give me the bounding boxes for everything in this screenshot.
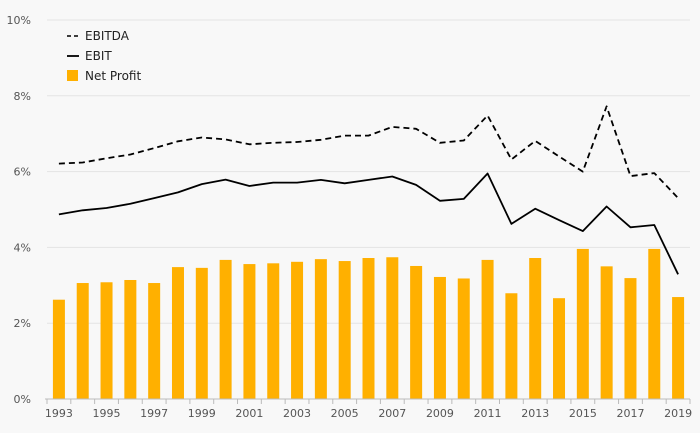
net-profit-bar	[576, 248, 589, 399]
legend-label-net-profit: Net Profit	[85, 69, 141, 83]
net-profit-bar	[76, 283, 89, 399]
net-profit-bar	[124, 279, 137, 399]
y-tick-label: 0%	[14, 393, 31, 406]
net-profit-bar	[100, 282, 113, 399]
y-tick-label: 10%	[7, 14, 31, 27]
x-tick-label: 2001	[235, 407, 263, 420]
y-tick-label: 2%	[14, 317, 31, 330]
x-tick-label: 2005	[331, 407, 359, 420]
net-profit-bar	[52, 299, 65, 399]
net-profit-bar	[362, 258, 375, 399]
net-profit-bar	[148, 283, 161, 399]
x-tick-label: 2017	[616, 407, 644, 420]
net-profit-bar	[314, 259, 327, 399]
x-tick-label: 1993	[45, 407, 73, 420]
y-axis-labels: 0% 2% 4% 6% 8% 10%	[7, 14, 31, 406]
net-profit-bar	[433, 276, 446, 399]
y-tick-label: 6%	[14, 166, 31, 179]
net-profit-bar	[267, 263, 280, 399]
legend-swatch-net-profit	[67, 70, 78, 81]
net-profit-bar	[648, 248, 661, 399]
net-profit-bar	[386, 257, 399, 399]
net-profit-bar	[600, 266, 613, 399]
y-tick-label: 4%	[14, 241, 31, 254]
net-profit-bar	[481, 259, 494, 399]
x-tick-label: 1997	[140, 407, 168, 420]
x-tick-label: 2007	[378, 407, 406, 420]
legend-label-ebitda: EBITDA	[85, 29, 130, 43]
net-profit-bar	[529, 258, 542, 399]
net-profit-bar	[410, 265, 423, 399]
net-profit-bar	[505, 293, 518, 399]
x-tick-label: 2015	[569, 407, 597, 420]
legend-item-ebitda: EBITDA	[67, 29, 130, 43]
x-tick-label: 2003	[283, 407, 311, 420]
ebitda-line	[58, 105, 679, 199]
net-profit-bar	[457, 278, 470, 399]
net-profit-bar	[219, 259, 232, 399]
y-tick-label: 8%	[14, 90, 31, 103]
x-tick-label: 2011	[474, 407, 502, 420]
legend-item-net-profit: Net Profit	[67, 69, 141, 83]
x-tick-label: 2019	[664, 407, 692, 420]
net-profit-bar	[243, 264, 256, 399]
x-axis	[45, 398, 691, 404]
x-axis-labels: 1993 1995 1997 1999 2001 2003 2005 2007 2009 2011…	[45, 407, 692, 420]
net-profit-bars	[52, 248, 685, 399]
x-tick-label: 1999	[188, 407, 216, 420]
net-profit-bar	[195, 267, 208, 399]
x-tick-label: 2009	[426, 407, 454, 420]
net-profit-bar	[624, 278, 637, 399]
x-tick-label: 2013	[521, 407, 549, 420]
net-profit-bar	[171, 267, 184, 399]
net-profit-bar	[672, 297, 685, 399]
net-profit-bar	[553, 298, 566, 399]
net-profit-bar	[338, 261, 351, 399]
legend: EBITDA EBIT Net Profit	[67, 29, 141, 83]
ebit-line	[58, 172, 679, 275]
legend-item-ebit: EBIT	[67, 49, 112, 63]
line-series	[58, 105, 679, 275]
x-tick-label: 1995	[93, 407, 121, 420]
net-profit-bar	[291, 261, 304, 399]
legend-label-ebit: EBIT	[85, 49, 112, 63]
